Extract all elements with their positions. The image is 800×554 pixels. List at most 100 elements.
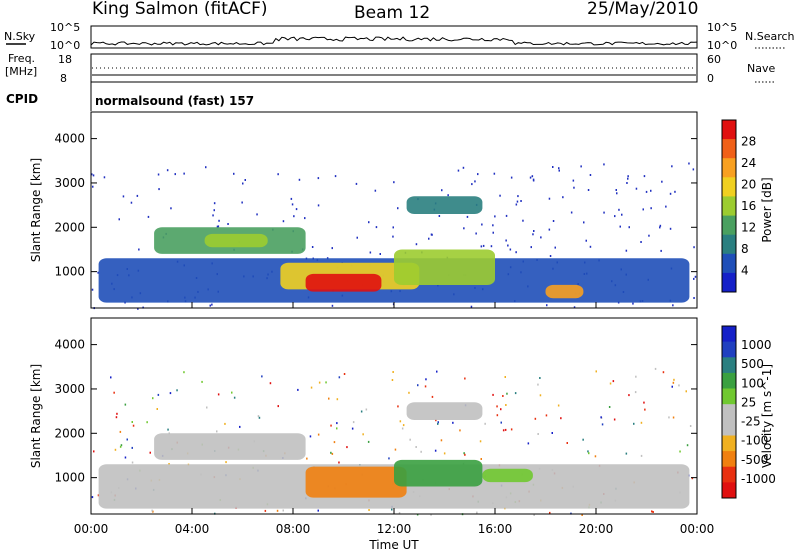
velocity-scatter-point xyxy=(239,425,241,428)
velocity-colorbar-step xyxy=(722,388,736,405)
velocity-scatter-point xyxy=(500,408,502,411)
velocity-scatter-point xyxy=(505,404,507,406)
power-scatter-point xyxy=(170,207,172,210)
power-scatter-point xyxy=(674,190,676,193)
velocity-scatter-point xyxy=(686,444,689,447)
velocity-colorbar-tick: 100 xyxy=(741,376,764,390)
velocity-scatter-point xyxy=(318,381,321,384)
velocity-scatter-point xyxy=(594,455,597,458)
velocity-scatter-point xyxy=(537,383,539,386)
power-scatter-point xyxy=(507,244,509,247)
power-scatter-point xyxy=(499,194,501,197)
power-y-ticks: 1000 2000 3000 4000 xyxy=(54,132,697,279)
velocity-colorbar: 1000 500 100 25 -25 -100 -500 -1000 xyxy=(721,325,776,499)
power-scatter-point xyxy=(158,188,160,191)
velocity-scatter-point xyxy=(124,456,127,459)
velocity-scatter-point xyxy=(609,382,612,385)
power-scatter-point xyxy=(431,233,433,236)
power-scatter-point xyxy=(137,307,139,310)
velocity-scatter-point xyxy=(146,421,148,424)
power-scatter-point xyxy=(583,221,585,224)
power-scatter-point xyxy=(589,245,592,248)
velocity-ylabel: Slant Range [km] xyxy=(29,364,43,468)
velocity-scatter-point xyxy=(217,393,220,396)
velocity-y-ticks: 1000 2000 3000 4000 xyxy=(54,338,697,485)
power-scatter-point xyxy=(136,194,139,197)
velocity-scatter-point xyxy=(435,419,437,422)
velocity-scatter-point xyxy=(151,509,153,512)
power-scatter-point xyxy=(218,219,220,222)
power-scatter-point xyxy=(392,226,394,229)
velocity-scatter-point xyxy=(417,384,419,387)
power-scatter-point xyxy=(554,246,556,249)
power-scatter-point xyxy=(515,251,517,254)
power-scatter-point xyxy=(585,239,587,242)
velocity-scatter-point xyxy=(533,514,535,516)
velocity-scatter-point xyxy=(601,423,604,426)
velocity-scatter-point xyxy=(131,421,133,423)
velocity-scatter-point xyxy=(625,452,628,455)
power-scatter-point xyxy=(368,221,370,224)
power-scatter-point xyxy=(304,217,306,220)
power-scatter-point xyxy=(626,182,628,184)
velocity-colorbar-tick: 500 xyxy=(741,357,764,371)
power-scatter-point xyxy=(477,173,479,176)
power-scatter-point xyxy=(317,204,320,207)
velocity-scatter-point xyxy=(672,416,675,419)
velocity-scatter-point xyxy=(560,417,562,420)
power-scatter-point xyxy=(669,192,672,195)
power-scatter-point xyxy=(379,253,381,255)
power-scatter-point xyxy=(393,181,395,184)
velocity-colorbar-tick: -25 xyxy=(741,415,761,429)
power-scatter-point xyxy=(540,236,542,239)
power-scatter-point xyxy=(392,235,394,238)
velocity-panel: 1000 2000 3000 4000 00:00 04:00 08:00 12:00 16:… xyxy=(29,317,776,536)
power-scatter-point xyxy=(694,275,697,278)
power-scatter-point xyxy=(693,246,695,249)
sky-search-frame xyxy=(90,25,698,49)
velocity-scatter-point xyxy=(333,441,336,444)
velocity-scatter-point xyxy=(668,416,670,419)
velocity-scatter-point xyxy=(496,414,499,417)
velocity-ytick-label: 2000 xyxy=(54,426,85,440)
velocity-scatter-point xyxy=(338,461,340,464)
velocity-colorbar-step xyxy=(722,435,736,452)
power-scatter-point xyxy=(661,180,663,183)
velocity-colorbar-step xyxy=(722,404,736,421)
power-scatter-point xyxy=(122,195,125,198)
velocity-colorbar-step xyxy=(722,341,736,358)
power-scatter-point xyxy=(650,207,652,210)
power-scatter-point xyxy=(227,223,229,225)
velocity-scatter-point xyxy=(91,496,94,499)
power-scatter-point xyxy=(619,225,621,228)
velocity-scatter-point xyxy=(480,458,482,460)
power-scatter-point xyxy=(589,174,592,176)
power-scatter-point xyxy=(311,246,314,248)
velocity-scatter-point xyxy=(328,397,330,400)
power-scatter-point xyxy=(546,304,548,307)
cpid-value: normalsound (fast) 157 xyxy=(95,94,254,108)
velocity-scatter-point xyxy=(167,428,169,431)
freq-nave-panel: Freq. [MHz] 18 8 60 0 Nave xyxy=(5,52,775,85)
power-scatter-point xyxy=(516,200,519,203)
power-scatter-point xyxy=(490,245,493,248)
velocity-scatter-point xyxy=(388,457,390,460)
velocity-scatter-point xyxy=(640,421,643,424)
velocity-scatter-point xyxy=(157,393,160,396)
power-scatter-point xyxy=(532,178,535,181)
power-scatter-point xyxy=(291,203,294,206)
power-colorbar-label: Power [dB] xyxy=(760,177,774,242)
power-scatter-point xyxy=(97,271,99,274)
power-scatter-point xyxy=(615,189,617,191)
velocity-colorbar-step xyxy=(722,451,736,468)
velocity-scatter-point xyxy=(351,427,354,430)
power-scatter-point xyxy=(92,174,95,177)
power-scatter-point xyxy=(672,304,674,307)
velocity-colorbar-step xyxy=(722,357,736,374)
power-scatter-point xyxy=(530,246,532,249)
power-colorbar-step xyxy=(722,158,736,178)
velocity-xtick-label: 20:00 xyxy=(579,522,614,536)
velocity-scatter-point xyxy=(362,433,364,436)
power-scatter-point xyxy=(369,251,372,254)
velocity-scatter-point xyxy=(169,392,172,395)
